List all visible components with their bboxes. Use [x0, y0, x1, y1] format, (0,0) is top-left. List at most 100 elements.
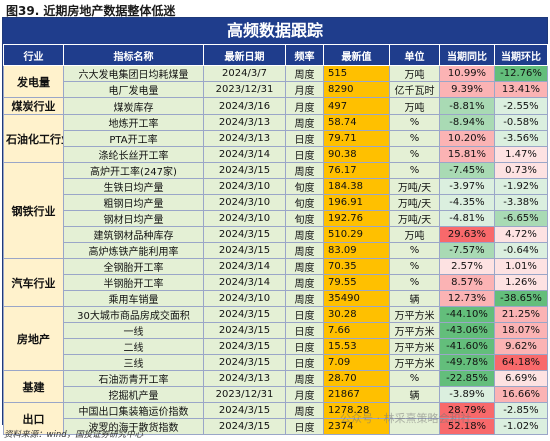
yoy-cell: -7.57%: [439, 242, 495, 259]
table-row: 二线 2024/3/15 日度 15.53 万平方米 -41.60% 9.62%: [4, 338, 548, 355]
value-cell: 192.76: [323, 210, 390, 227]
table-row: 出口 中国出口集装箱运价指数 2024/3/15 周度 1278.28 28.79% -2.…: [3, 402, 548, 435]
mom-cell: -2.55%: [494, 97, 548, 115]
value-cell: 28.70: [323, 370, 390, 387]
date-cell: 2024/3/15: [203, 354, 286, 371]
indicator-cell: 石油沥青开工率: [63, 370, 204, 387]
date-cell: 2024/3/13: [203, 130, 286, 147]
col-header-yoy: 当期同比: [439, 44, 495, 66]
value-cell: 497: [323, 97, 390, 115]
unit-cell: 万平方米: [389, 306, 440, 323]
unit-cell: %: [389, 146, 440, 163]
col-header-mom: 当期环比: [494, 44, 548, 66]
indicator-cell: 电厂发电量: [63, 81, 204, 98]
date-cell: 2024/3/14: [203, 258, 286, 275]
data-table: 行业 指标名称 最新日期 频率 最新值 单位 当期同比 当期环比 发电量 六大发电…: [3, 44, 548, 435]
value-cell: 510.29: [323, 226, 390, 243]
mom-cell: -12.76%: [494, 65, 548, 82]
yoy-cell: -3.89%: [439, 386, 495, 403]
col-header-frequency: 频率: [285, 44, 324, 66]
indicator-cell: 30大城市商品房成交面积: [63, 306, 204, 323]
table-row: 粗钢日均产量 2024/3/10 旬度 196.91 万吨/天 -4.35% -3.38%: [4, 194, 548, 211]
frequency-cell: 周度: [285, 258, 324, 275]
yoy-cell: -7.45%: [439, 162, 495, 179]
date-cell: 2024/3/15: [203, 306, 286, 323]
date-cell: 2024/3/13: [203, 114, 286, 131]
table-row: 钢材日均产量 2024/3/10 旬度 192.76 万吨/天 -4.81% -6.65%: [4, 210, 548, 227]
table-row: 涤纶长丝开工率 2024/3/14 日度 90.38% 15.81% 1.47%: [4, 146, 548, 163]
indicator-cell: 高炉炼铁产能利用率: [63, 242, 204, 259]
date-cell: 2023/12/31: [203, 386, 286, 403]
frequency-cell: 旬度: [285, 194, 324, 211]
indicator-cell: 乘用车销量: [63, 290, 204, 307]
yoy-cell: 15.81%: [439, 146, 495, 163]
unit-cell: %: [389, 370, 440, 387]
industry-cell: 石油化工行业: [3, 114, 64, 163]
table-row: 基建 石油沥青开工率 2024/3/13 周度 28.70% -22.85% 6.69%: [3, 370, 548, 403]
yoy-cell: 10.99%: [439, 65, 495, 82]
yoy-cell: 52.18%: [439, 418, 495, 435]
date-cell: 2024/3/7: [203, 65, 286, 82]
industry-cell: 房地产: [3, 306, 64, 371]
watermark-text: 公众号 · 林采熹策略会和社: [340, 412, 472, 425]
date-cell: 2024/3/10: [203, 290, 286, 307]
value-cell: 515: [323, 65, 390, 82]
unit-cell: %: [389, 162, 440, 179]
date-cell: 2023/12/31: [203, 81, 286, 98]
indicator-cell: 生铁日均产量: [63, 178, 204, 195]
table-body: 发电量 六大发电集团日均耗煤量 2024/3/7 周度 515 万吨 10.99% -12.7…: [3, 65, 548, 435]
indicator-cell: 半钢胎开工率: [63, 274, 204, 291]
unit-cell: %: [389, 114, 440, 131]
yoy-cell: -22.85%: [439, 370, 495, 387]
col-header-industry: 行业: [3, 44, 64, 66]
value-cell: 184.38: [323, 178, 390, 195]
indicator-cell: 六大发电集团日均耗煤量: [63, 65, 204, 82]
col-header-value: 最新值: [323, 44, 390, 66]
indicator-cell: PTA开工率: [63, 130, 204, 147]
date-cell: 2024/3/16: [203, 97, 286, 115]
indicator-cell: 二线: [63, 338, 204, 355]
unit-cell: %: [389, 274, 440, 291]
unit-cell: %: [389, 258, 440, 275]
date-cell: 2024/3/15: [203, 162, 286, 179]
value-cell: 7.66: [323, 322, 390, 339]
frequency-cell: 周度: [285, 162, 324, 179]
table-row: 高炉炼铁产能利用率 2024/3/15 周度 83.09% -7.57% -0.64%: [4, 242, 548, 259]
mom-cell: 18.07%: [494, 322, 548, 339]
table-row: 电厂发电量 2023/12/31 月度 8290 亿千瓦时 9.39% 13.41%: [4, 81, 548, 98]
table-row: 房地产 30大城市商品房成交面积 2024/3/15 日度 30.28 万平方米 -44.1…: [3, 306, 548, 371]
table-row: 汽车行业 全钢胎开工率 2024/3/14 周度 70.35% 2.57% 1.01%: [3, 258, 548, 307]
value-cell: 90.38: [323, 146, 390, 163]
table-row: 煤炭行业 煤炭库存 2024/3/16 月度 497 万吨 -8.81% -2.55%: [3, 97, 548, 115]
mom-cell: 1.26%: [494, 274, 548, 291]
mom-cell: 1.47%: [494, 146, 548, 163]
mom-cell: -0.58%: [494, 114, 548, 131]
value-cell: 83.09: [323, 242, 390, 259]
col-header-date: 最新日期: [203, 44, 286, 66]
yoy-cell: 29.63%: [439, 226, 495, 243]
frequency-cell: 周度: [285, 114, 324, 131]
frequency-cell: 周度: [285, 226, 324, 243]
frequency-cell: 日度: [285, 146, 324, 163]
date-cell: 2024/3/14: [203, 274, 286, 291]
frequency-cell: 旬度: [285, 210, 324, 227]
mom-cell: -1.92%: [494, 178, 548, 195]
indicator-cell: 建筑钢材品种库存: [63, 226, 204, 243]
indicator-cell: 煤炭库存: [63, 97, 204, 115]
table-row: 波罗的海干散货指数 2024/3/15 日度 2374 52.18% -1.02%: [4, 418, 548, 435]
yoy-cell: -8.81%: [439, 97, 495, 115]
frequency-cell: 日度: [285, 306, 324, 323]
unit-cell: 万平方米: [389, 322, 440, 339]
value-cell: 58.74: [323, 114, 390, 131]
unit-cell: [389, 402, 440, 419]
frequency-cell: 日度: [285, 322, 324, 339]
yoy-cell: -44.10%: [439, 306, 495, 323]
indicator-cell: 挖掘机产量: [63, 386, 204, 403]
frequency-cell: 周度: [285, 242, 324, 259]
unit-cell: %: [389, 130, 440, 147]
table-row: 挖掘机产量 2023/12/31 月度 21867 辆 -3.89% 16.66%: [4, 386, 548, 403]
table-row: 一线 2024/3/15 日度 7.66 万平方米 -43.06% 18.07%: [4, 322, 548, 339]
table-frame: 高频数据跟踪 行业 指标名称 最新日期 频率 最新值 单位 当期同比 当期环比 …: [2, 17, 548, 435]
unit-cell: 万平方米: [389, 338, 440, 355]
unit-cell: 辆: [389, 386, 440, 403]
